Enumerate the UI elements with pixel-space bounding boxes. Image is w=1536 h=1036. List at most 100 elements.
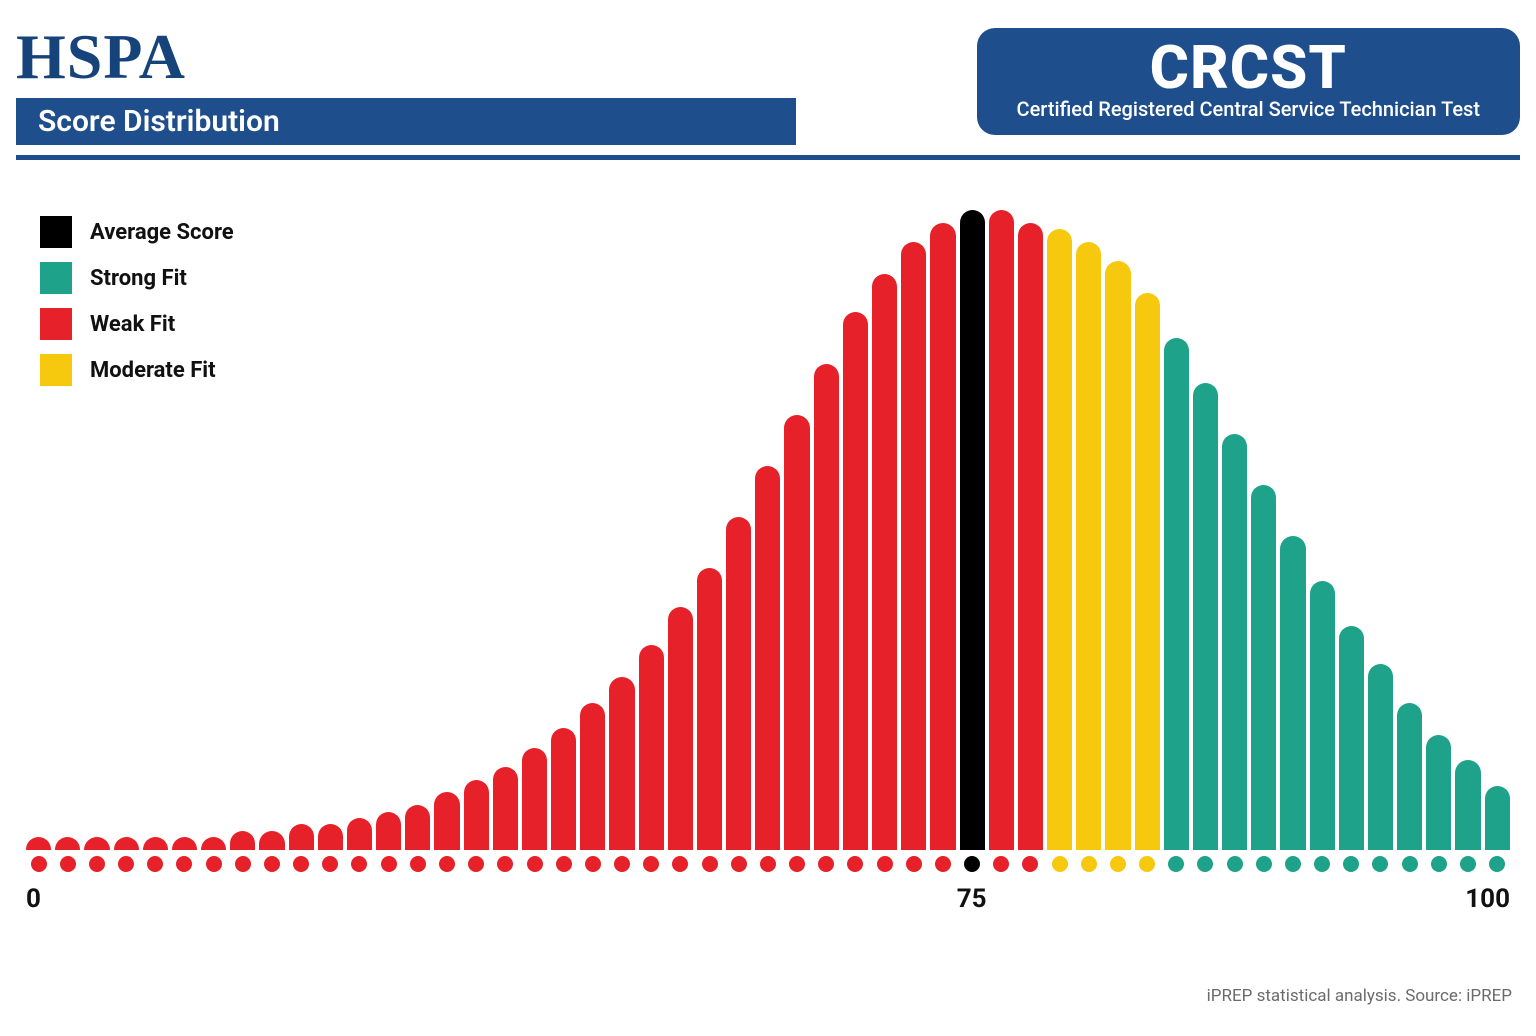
axis-max: 100 [1465, 884, 1510, 914]
axis-dot [877, 856, 893, 872]
legend-label: Weak Fit [90, 312, 175, 337]
axis-dot [1460, 856, 1476, 872]
legend-item: Moderate Fit [40, 354, 234, 386]
dot-wrap [1426, 856, 1451, 872]
axis-dot [935, 856, 951, 872]
bar [843, 312, 868, 850]
dot-wrap [930, 856, 955, 872]
axis-dot [293, 856, 309, 872]
bar [1280, 536, 1305, 850]
bars-row [26, 210, 1510, 850]
axis-dot [89, 856, 105, 872]
bar [1076, 242, 1101, 850]
dot-wrap [960, 856, 985, 872]
dot-wrap [1135, 856, 1160, 872]
axis-dot [527, 856, 543, 872]
subtitle-bar: Score Distribution [16, 98, 796, 145]
bar [230, 831, 255, 850]
axis-dot [1256, 856, 1272, 872]
bar [930, 223, 955, 850]
dot-wrap [493, 856, 518, 872]
dot-wrap [901, 856, 926, 872]
footnote: iPREP statistical analysis. Source: iPRE… [1207, 986, 1512, 1006]
axis-dot [351, 856, 367, 872]
bar [668, 607, 693, 850]
axis-dot [118, 856, 134, 872]
brand-title: HSPA [16, 20, 977, 94]
bar [1251, 485, 1276, 850]
axis-dot [1022, 856, 1038, 872]
dot-wrap [464, 856, 489, 872]
dot-wrap [347, 856, 372, 872]
dot-wrap [1047, 856, 1072, 872]
bar [522, 748, 547, 850]
dot-wrap [1164, 856, 1189, 872]
header-divider [16, 155, 1520, 160]
dot-wrap [376, 856, 401, 872]
dot-wrap [318, 856, 343, 872]
axis-dot [1314, 856, 1330, 872]
legend-label: Average Score [90, 220, 234, 245]
bar [580, 703, 605, 850]
axis-dot [760, 856, 776, 872]
bar [347, 818, 372, 850]
bar [434, 792, 459, 850]
bar [989, 210, 1014, 850]
axis-dot [381, 856, 397, 872]
axis-dot [643, 856, 659, 872]
axis-dot [847, 856, 863, 872]
badge-title: CRCST [1017, 36, 1480, 99]
axis-row: 0 75 100 [26, 884, 1510, 914]
dot-wrap [639, 856, 664, 872]
dot-wrap [1222, 856, 1247, 872]
dot-wrap [668, 856, 693, 872]
legend-swatch [40, 262, 72, 294]
dot-wrap [580, 856, 605, 872]
bar [755, 466, 780, 850]
dot-wrap [1310, 856, 1335, 872]
axis-dot [1285, 856, 1301, 872]
axis-dot [1168, 856, 1184, 872]
axis-dot [789, 856, 805, 872]
bar [84, 837, 109, 850]
dot-wrap [1076, 856, 1101, 872]
bar [143, 837, 168, 850]
axis-dot [672, 856, 688, 872]
bar [201, 837, 226, 850]
dot-wrap [726, 856, 751, 872]
dot-wrap [814, 856, 839, 872]
bar [318, 824, 343, 850]
dot-wrap [259, 856, 284, 872]
axis-dot [906, 856, 922, 872]
dot-wrap [1018, 856, 1043, 872]
axis-dot [993, 856, 1009, 872]
bar [609, 677, 634, 850]
axis-dot [1489, 856, 1505, 872]
dot-wrap [405, 856, 430, 872]
bar [1164, 338, 1189, 850]
bar [259, 831, 284, 850]
header-left: HSPA Score Distribution [16, 20, 977, 145]
legend-item: Weak Fit [40, 308, 234, 340]
dot-wrap [697, 856, 722, 872]
bar [376, 812, 401, 850]
axis-dot [497, 856, 513, 872]
dot-wrap [84, 856, 109, 872]
bar [1485, 786, 1510, 850]
dot-wrap [1105, 856, 1130, 872]
dot-wrap [1193, 856, 1218, 872]
axis-dot [731, 856, 747, 872]
bar [872, 274, 897, 850]
header: HSPA Score Distribution CRCST Certified … [16, 20, 1520, 145]
dot-wrap [872, 856, 897, 872]
bar [1368, 664, 1393, 850]
bar [784, 415, 809, 850]
axis-dot [1227, 856, 1243, 872]
chart-area: Average Score Strong Fit Weak Fit Moderate … [16, 210, 1520, 914]
legend-swatch [40, 308, 72, 340]
dot-wrap [143, 856, 168, 872]
axis-dot [964, 856, 980, 872]
axis-mid: 75 [957, 884, 987, 914]
bar [464, 780, 489, 850]
legend-item: Strong Fit [40, 262, 234, 294]
